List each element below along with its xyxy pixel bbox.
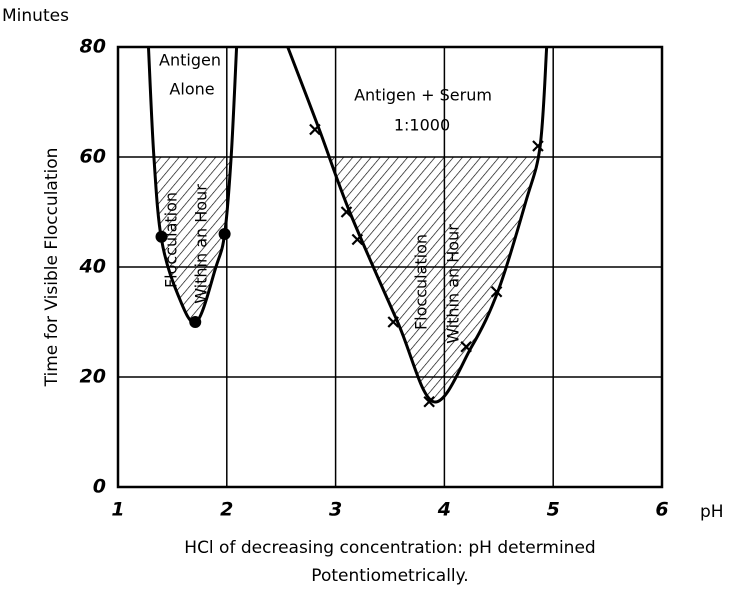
curve — [286, 47, 549, 404]
hatch-area — [329, 157, 539, 402]
x-tick-label: 2 — [220, 499, 233, 521]
y-tick-label: 40 — [79, 256, 106, 278]
cross-marker — [460, 340, 472, 353]
annotation: Flocculation — [412, 234, 431, 330]
y-unit-label: Minutes — [2, 6, 69, 26]
y-tick-label: 0 — [93, 476, 106, 498]
annotation: Antigen — [159, 51, 221, 70]
cross-marker — [423, 395, 435, 408]
annotation: Flocculation — [162, 192, 181, 288]
annotation: Within an Hour — [192, 184, 211, 304]
dot-marker — [218, 228, 231, 240]
dot-marker — [189, 316, 202, 328]
y-tick-label: 80 — [80, 36, 106, 58]
x-tick-label: 1 — [111, 499, 124, 521]
annotation: 1:1000 — [394, 116, 450, 135]
cross-marker — [532, 140, 544, 152]
plot-frame — [116, 45, 664, 489]
cross-marker — [490, 285, 503, 298]
y-axis-label: Time for Visible Flocculation — [42, 148, 62, 388]
annotation: Within an Hour — [444, 224, 463, 344]
x-tick-label: 3 — [329, 499, 342, 521]
x-unit-label: pH — [700, 502, 724, 522]
y-tick-label: 60 — [80, 146, 106, 168]
x-axis-label: HCl of decreasing concentration: pH dete… — [184, 538, 595, 558]
x-tick-label: 6 — [655, 499, 668, 521]
cross-marker — [309, 123, 321, 136]
dot-marker — [155, 230, 168, 243]
cross-marker — [351, 233, 364, 246]
annotation: Antigen + Serum — [354, 86, 492, 105]
x-axis-label: Potentiometrically. — [311, 566, 468, 586]
cross-marker — [387, 316, 400, 328]
x-tick-label: 4 — [437, 499, 451, 521]
y-tick-label: 20 — [80, 366, 106, 388]
cross-marker — [340, 206, 353, 218]
annotation: Alone — [169, 80, 214, 99]
x-tick-label: 5 — [547, 499, 560, 521]
